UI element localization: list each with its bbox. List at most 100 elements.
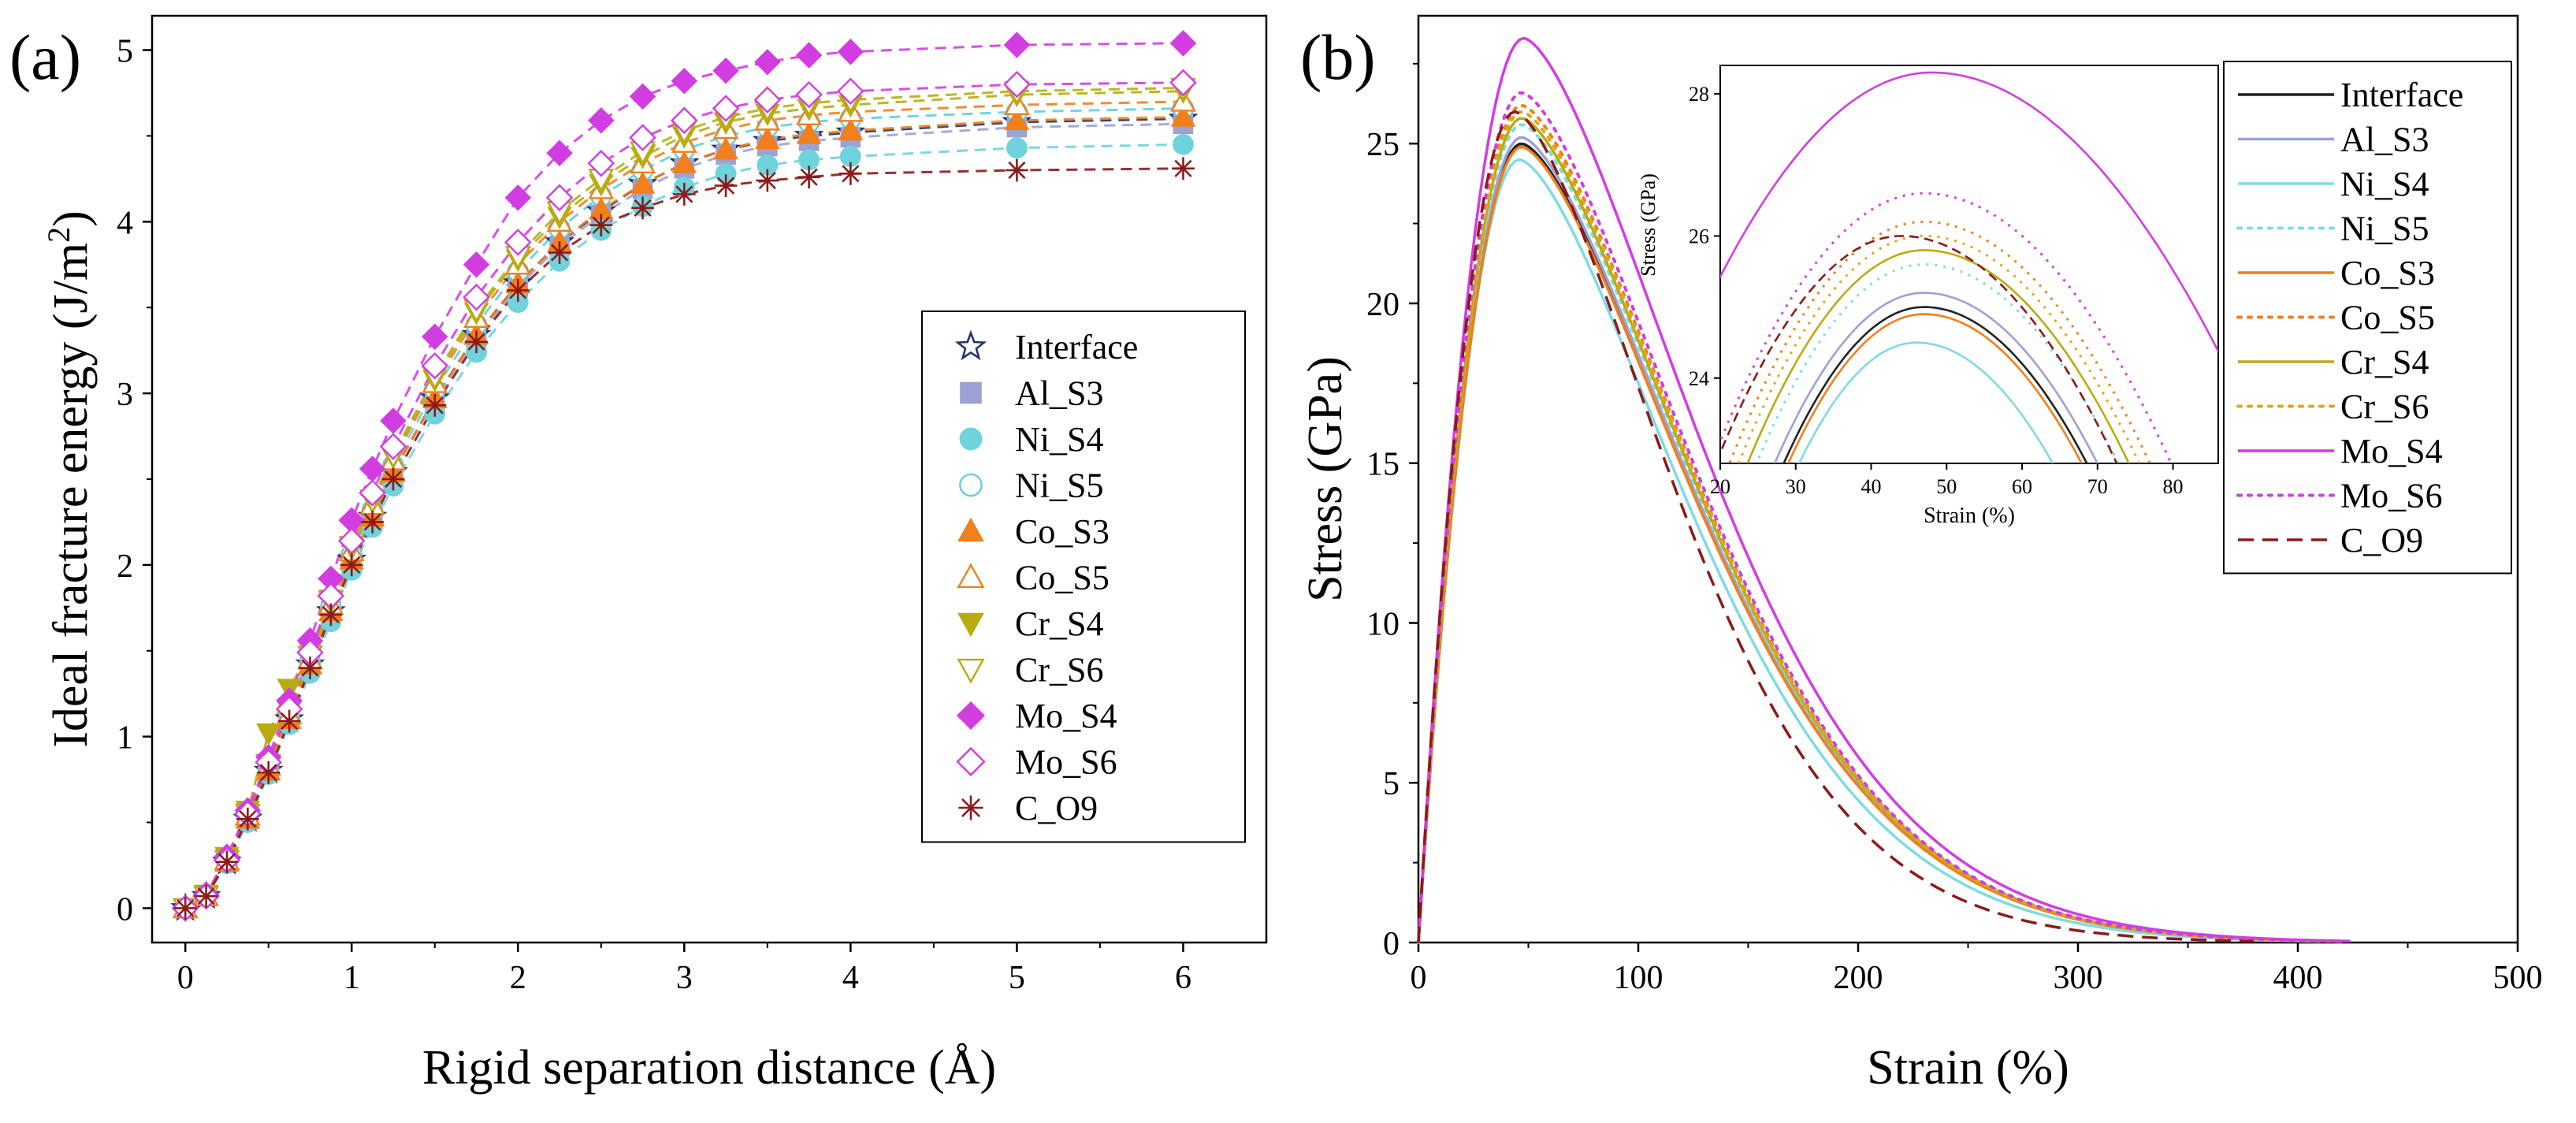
point-mo-s6 (359, 479, 386, 507)
x-tick-label-b: 0 (1411, 960, 1427, 996)
asterisk-stroke (259, 764, 277, 782)
asterisk-stroke (758, 171, 776, 190)
x-tick-label-a: 0 (177, 960, 194, 996)
asterisk-stroke (1174, 159, 1192, 177)
legend-label-co-s3: Co_S3 (2340, 254, 2435, 292)
legend-marker-ni-s5 (959, 473, 983, 497)
y-tick-label-a: 3 (117, 377, 133, 413)
point-mo-s6 (421, 351, 449, 380)
inset-y-tick-label: 26 (1689, 225, 1709, 247)
inset-x-tick-label: 70 (2087, 475, 2108, 498)
inset-x-tick-label: 30 (1786, 475, 1806, 498)
legend-label-mo-s6: Mo_S6 (1015, 743, 1117, 782)
y-tick-label-a: 0 (117, 891, 133, 928)
point-c-o9 (361, 511, 385, 534)
panel-a-label: (a) (9, 21, 81, 93)
legend-label-ni-s5: Ni_S5 (2340, 210, 2429, 248)
y-tick-label-b: 10 (1366, 606, 1400, 642)
point-c-o9 (797, 165, 821, 189)
inset-curve-cr-s4 (1746, 249, 2131, 463)
inset-curve-mo-s4 (1720, 71, 2218, 354)
point-mo-s6 (504, 229, 532, 256)
legend-label-mo-s4: Mo_S4 (2340, 432, 2443, 470)
inset-frame (1719, 65, 2219, 464)
inset-x-tick-label: 20 (1710, 475, 1730, 498)
point-c-o9 (548, 241, 571, 264)
point-c-o9 (215, 850, 239, 874)
legend-label-co-s5: Co_S5 (1015, 559, 1110, 597)
point-mo-s4 (1169, 30, 1197, 57)
curve-cr-s6 (1417, 110, 2344, 944)
legend-label-interface: Interface (1015, 328, 1138, 366)
y-tick-label-b: 25 (1366, 127, 1400, 163)
y-tick-label-a: 1 (117, 720, 133, 757)
chart-b: 0 100 200 300 400 500 0 5 10 15 20 25 Strain (%) Stre… (1299, 14, 2543, 1095)
x-tick-label-b: 500 (2493, 960, 2543, 996)
point-c-o9 (756, 169, 779, 192)
asterisk-stroke (426, 396, 444, 415)
asterisk-stroke (509, 281, 527, 299)
curve-ni-s4 (1417, 158, 2320, 943)
inset-x-axis-label: Strain (%) (1924, 504, 2015, 528)
point-mo-s4 (671, 68, 698, 95)
point-c-o9 (631, 196, 654, 220)
asterisk-stroke (550, 244, 569, 262)
point-mo-s6 (837, 77, 864, 106)
inset-x-tick-label: 40 (1861, 475, 1882, 498)
point-co-s3 (713, 136, 738, 160)
point-c-o9 (1172, 157, 1195, 180)
point-ni-s4 (1173, 133, 1194, 155)
point-c-o9 (423, 393, 447, 417)
asterisk-stroke (384, 470, 403, 489)
y-tick-label-a: 5 (117, 34, 133, 70)
legend-label-c-o9: C_O9 (1015, 789, 1098, 827)
asterisk-stroke (1008, 161, 1026, 180)
x-tick-label-b: 400 (2273, 960, 2323, 996)
y-axis-label-a: Ideal fracture energy (J/m2) (41, 210, 98, 748)
point-c-o9 (1005, 158, 1028, 182)
y-tick-label-b: 20 (1366, 287, 1400, 323)
point-mo-s6 (753, 86, 782, 114)
legend-label-ni-s4: Ni_S4 (2340, 165, 2429, 203)
asterisk-stroke (239, 810, 257, 828)
legend-marker-c-o9 (958, 795, 983, 820)
legend-a: Interface Al_S3 Ni_S4 Ni_S5 Co_S3 Co_S5 Cr_S4 C… (921, 310, 1246, 843)
point-mo-s6 (587, 149, 615, 177)
asterisk-stroke (675, 185, 693, 203)
point-c-o9 (714, 174, 738, 197)
point-c-o9 (838, 162, 862, 185)
legend-marker-interface (954, 329, 987, 361)
point-ni-s4 (1006, 137, 1028, 159)
asterisk-stroke (281, 712, 299, 731)
chart-a: 0 1 2 3 4 5 6 0 1 2 3 4 5 Rigid separation distance (… (41, 14, 1268, 1095)
point-mo-s6 (337, 527, 366, 555)
inset-curve-interface (1782, 306, 2088, 463)
legend-marker-mo-s4 (956, 701, 986, 731)
inset-curve-mo-s6 (1720, 192, 2173, 463)
point-mo-s4 (795, 42, 823, 69)
series-c-o9 (173, 157, 1195, 920)
inset-y-axis-label: Stress (GPa) (1637, 173, 1660, 277)
fit-line-ni-s5 (184, 107, 1184, 909)
legend-marker-cr-s6 (957, 658, 985, 684)
point-mo-s4 (629, 83, 656, 110)
x-tick-label-a: 3 (676, 960, 693, 996)
point-co-s3 (796, 121, 822, 144)
legend-label-cr-s4: Cr_S4 (2340, 343, 2429, 381)
legend-label-cr-s6: Cr_S6 (2340, 388, 2429, 426)
legend-label-co-s5: Co_S5 (2340, 299, 2435, 337)
asterisk-stroke (961, 798, 980, 817)
inset-x-tick-label: 50 (1936, 475, 1957, 498)
inset-curve-ni-s5 (1755, 262, 2120, 463)
y-tick-label-b: 5 (1383, 766, 1400, 802)
legend-label-ni-s5: Ni_S5 (1015, 467, 1103, 505)
inset-curves (1720, 71, 2218, 463)
inset-x-tick-label: 60 (2012, 475, 2032, 498)
asterisk-stroke (634, 199, 652, 218)
asterisk-stroke (842, 165, 860, 183)
point-c-o9 (589, 214, 613, 237)
point-mo-s4 (837, 39, 864, 65)
asterisk-stroke (217, 853, 236, 871)
x-tick-label-a: 6 (1175, 960, 1191, 996)
